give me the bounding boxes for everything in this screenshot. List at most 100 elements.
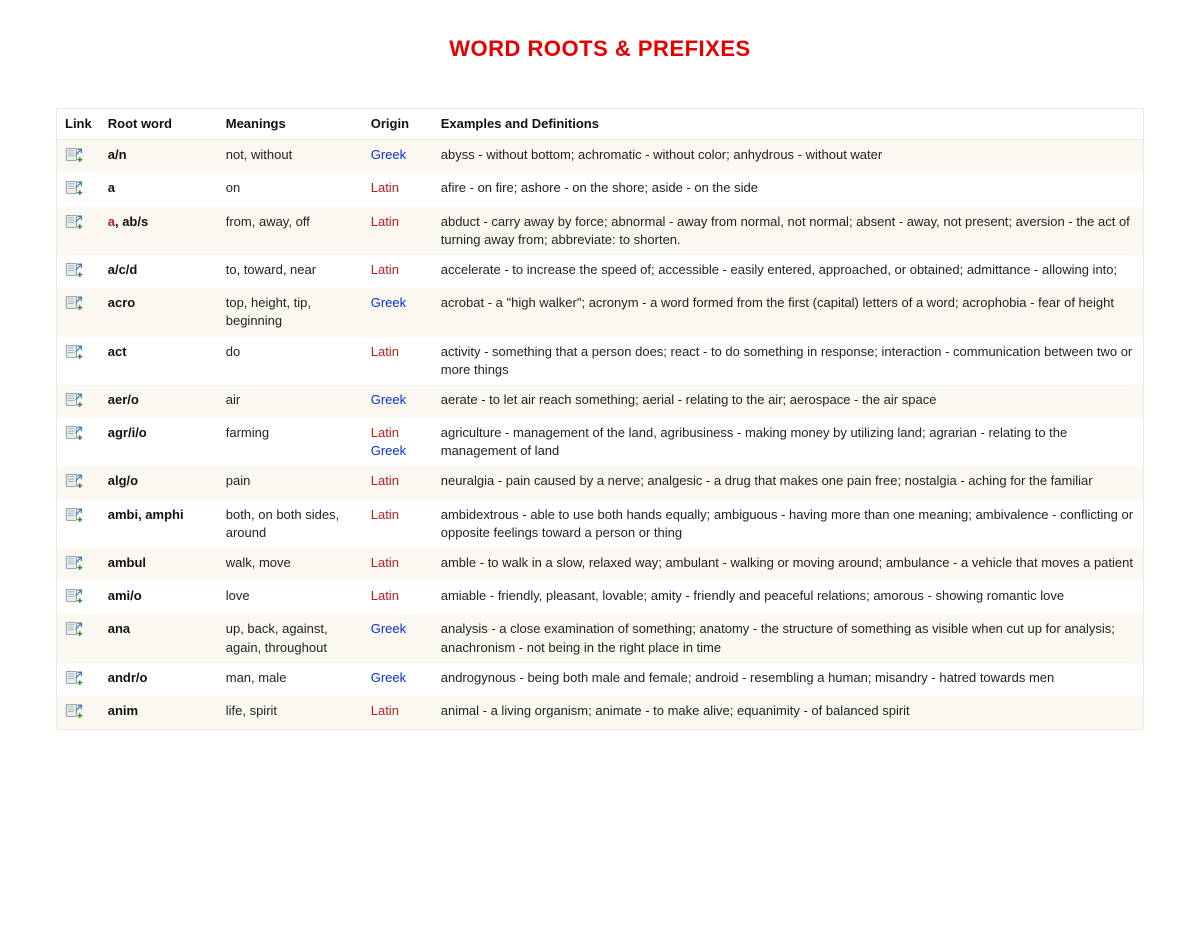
origin-cell: Greek — [363, 288, 433, 336]
link-cell[interactable] — [57, 663, 100, 696]
root-word-link[interactable]: a — [108, 214, 115, 229]
examples-cell: acrobat - a "high walker"; acronym - a w… — [433, 288, 1144, 336]
examples-cell: afire - on fire; ashore - on the shore; … — [433, 173, 1144, 206]
browse-link-icon[interactable] — [65, 669, 85, 685]
root-word-cell: a/n — [100, 140, 218, 174]
link-cell[interactable] — [57, 548, 100, 581]
examples-cell: agriculture - management of the land, ag… — [433, 418, 1144, 466]
origin-link[interactable]: Greek — [371, 392, 406, 407]
browse-link-icon[interactable] — [65, 472, 85, 488]
link-cell[interactable] — [57, 614, 100, 662]
origin-link[interactable]: Latin — [371, 473, 399, 488]
meanings-cell: to, toward, near — [218, 255, 363, 288]
origin-cell: Latin — [363, 173, 433, 206]
origin-link[interactable]: Greek — [371, 147, 406, 162]
meanings-cell: on — [218, 173, 363, 206]
meanings-cell: pain — [218, 466, 363, 499]
examples-cell: ambidextrous - able to use both hands eq… — [433, 500, 1144, 548]
link-cell[interactable] — [57, 173, 100, 206]
origin-link[interactable]: Greek — [371, 621, 406, 636]
col-header-meanings: Meanings — [218, 109, 363, 140]
origin-link[interactable]: Latin — [371, 425, 399, 440]
origin-link[interactable]: Latin — [371, 214, 399, 229]
root-word-cell: ambul — [100, 548, 218, 581]
link-cell[interactable] — [57, 500, 100, 548]
origin-link[interactable]: Latin — [371, 344, 399, 359]
meanings-cell: farming — [218, 418, 363, 466]
meanings-cell: up, back, against, again, throughout — [218, 614, 363, 662]
examples-cell: animal - a living organism; animate - to… — [433, 696, 1144, 730]
col-header-origin: Origin — [363, 109, 433, 140]
browse-link-icon[interactable] — [65, 213, 85, 229]
link-cell[interactable] — [57, 581, 100, 614]
col-header-root: Root word — [100, 109, 218, 140]
root-word-cell: a — [100, 173, 218, 206]
table-row: aer/oair Greek aerate - to let air reach s… — [57, 385, 1144, 418]
origin-link[interactable]: Latin — [371, 507, 399, 522]
browse-link-icon[interactable] — [65, 294, 85, 310]
table-row: a/nnot, withoutGreekabyss - without bott… — [57, 140, 1144, 174]
origin-link[interactable]: Latin — [371, 180, 399, 195]
table-row: anaup, back, against, again, throughout G… — [57, 614, 1144, 662]
origin-cell: Latin — [363, 466, 433, 499]
browse-link-icon[interactable] — [65, 261, 85, 277]
link-cell[interactable] — [57, 140, 100, 174]
table-row: ambulwalk, move Latin amble - to walk in a… — [57, 548, 1144, 581]
root-word-cell: anim — [100, 696, 218, 730]
meanings-cell: do — [218, 337, 363, 385]
link-cell[interactable] — [57, 207, 100, 255]
meanings-cell: walk, move — [218, 548, 363, 581]
origin-cell: Greek — [363, 663, 433, 696]
origin-cell: Latin — [363, 500, 433, 548]
origin-cell: Greek — [363, 614, 433, 662]
origin-cell: Latin — [363, 255, 433, 288]
examples-cell: amble - to walk in a slow, relaxed way; … — [433, 548, 1144, 581]
table-row: a, ab/sfrom, away, offLatinabduct - carr… — [57, 207, 1144, 255]
browse-link-icon[interactable] — [65, 620, 85, 636]
browse-link-icon[interactable] — [65, 506, 85, 522]
browse-link-icon[interactable] — [65, 391, 85, 407]
link-cell[interactable] — [57, 255, 100, 288]
link-cell[interactable] — [57, 418, 100, 466]
browse-link-icon[interactable] — [65, 554, 85, 570]
link-cell[interactable] — [57, 288, 100, 336]
origin-link[interactable]: Latin — [371, 588, 399, 603]
browse-link-icon[interactable] — [65, 587, 85, 603]
browse-link-icon[interactable] — [65, 179, 85, 195]
origin-cell: Latin — [363, 207, 433, 255]
meanings-cell: both, on both sides, around — [218, 500, 363, 548]
page-title: WORD ROOTS & PREFIXES — [56, 36, 1144, 62]
root-word-cell: aer/o — [100, 385, 218, 418]
browse-link-icon[interactable] — [65, 424, 85, 440]
origin-link[interactable]: Greek — [371, 670, 406, 685]
link-cell[interactable] — [57, 466, 100, 499]
link-cell[interactable] — [57, 337, 100, 385]
table-row: a/c/dto, toward, nearLatinaccelerate - t… — [57, 255, 1144, 288]
origin-cell: Latin — [363, 696, 433, 730]
examples-cell: androgynous - being both male and female… — [433, 663, 1144, 696]
browse-link-icon[interactable] — [65, 702, 85, 718]
browse-link-icon[interactable] — [65, 343, 85, 359]
origin-link[interactable]: Greek — [371, 443, 406, 458]
meanings-cell: air — [218, 385, 363, 418]
origin-link[interactable]: Greek — [371, 295, 406, 310]
table-row: ambi, amphiboth, on both sides, aroundLa… — [57, 500, 1144, 548]
origin-link[interactable]: Latin — [371, 555, 399, 570]
root-word-cell: ana — [100, 614, 218, 662]
origin-link[interactable]: Latin — [371, 703, 399, 718]
root-word-cell: ami/o — [100, 581, 218, 614]
link-cell[interactable] — [57, 696, 100, 730]
meanings-cell: man, male — [218, 663, 363, 696]
meanings-cell: not, without — [218, 140, 363, 174]
table-row: ami/oloveLatinamiable - friendly, pleasa… — [57, 581, 1144, 614]
link-cell[interactable] — [57, 385, 100, 418]
root-word-cell: andr/o — [100, 663, 218, 696]
origin-link[interactable]: Latin — [371, 262, 399, 277]
examples-cell: aerate - to let air reach something; aer… — [433, 385, 1144, 418]
examples-cell: neuralgia - pain caused by a nerve; anal… — [433, 466, 1144, 499]
browse-link-icon[interactable] — [65, 146, 85, 162]
table-row: actdoLatinactivity - something that a pe… — [57, 337, 1144, 385]
examples-cell: accelerate - to increase the speed of; a… — [433, 255, 1144, 288]
root-word-cell: agr/i/o — [100, 418, 218, 466]
col-header-link: Link — [57, 109, 100, 140]
